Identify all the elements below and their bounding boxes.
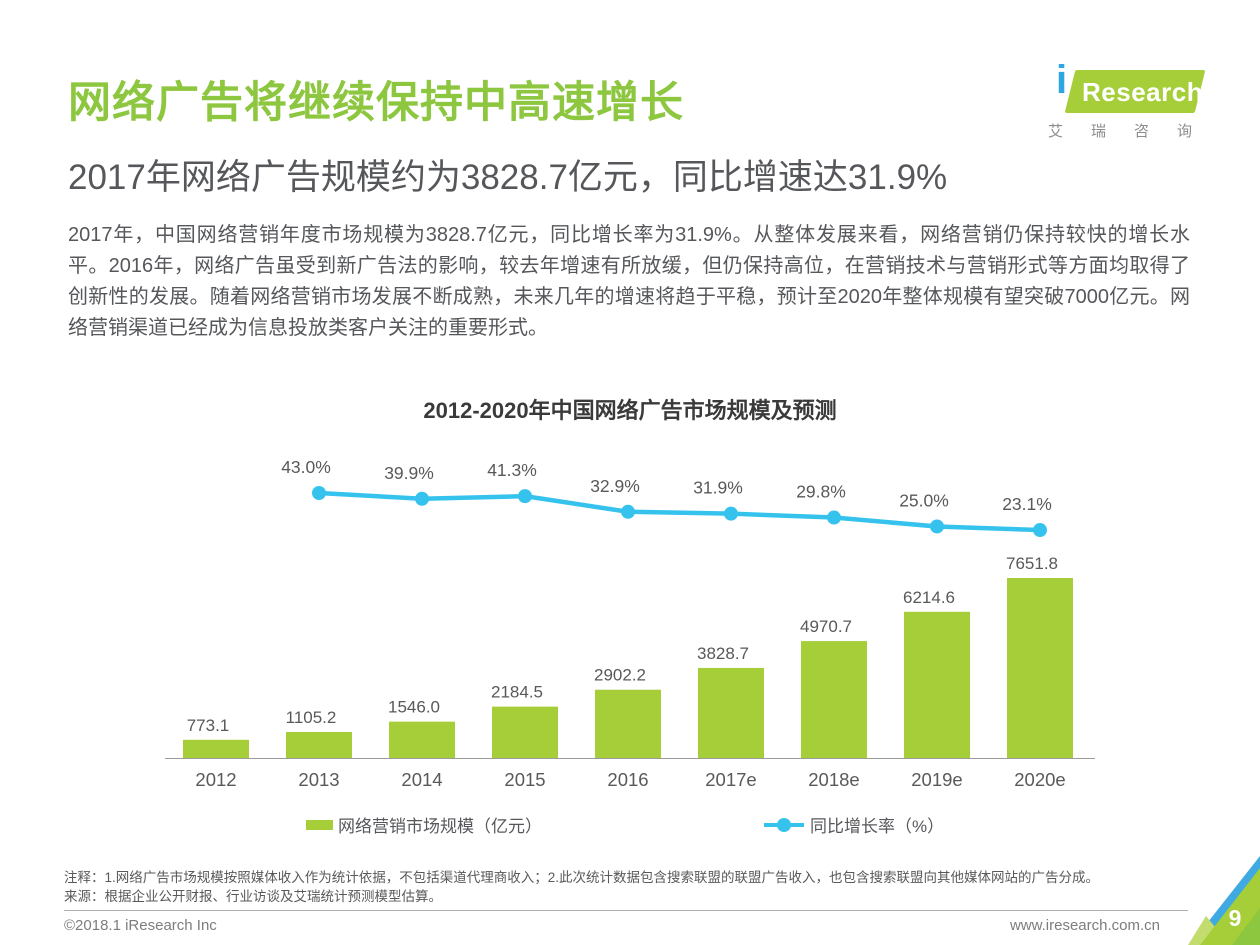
x-axis-label: 2017e: [705, 769, 756, 790]
bar-value-label: 2184.5: [491, 683, 543, 702]
bar-value-label: 6214.6: [903, 588, 955, 607]
bar: [286, 732, 352, 758]
bar: [801, 641, 867, 758]
bar: [698, 667, 764, 758]
x-axis-label: 2019e: [911, 769, 962, 790]
footnote-source: 来源：根据企业公开财报、行业访谈及艾瑞统计预测模型估算。: [64, 889, 442, 904]
growth-value-label: 32.9%: [590, 476, 640, 496]
line-legend-dot: [777, 817, 791, 832]
x-axis-label: 2020e: [1014, 769, 1065, 790]
x-axis-label: 2014: [401, 769, 442, 790]
line-point: [518, 489, 532, 504]
bar-line-chart: 773.1 1105.2 1546.0 2184.5 2902.2 3828.7 4970.…: [165, 457, 1095, 790]
summary-paragraph: 2017年，中国网络营销年度市场规模为3828.7亿元，同比增长率为31.9%。…: [68, 224, 1190, 339]
page-number: 9: [1229, 905, 1242, 931]
bar-value-label: 1105.2: [286, 708, 337, 727]
line-point: [621, 504, 635, 519]
bar-legend-label: 网络营销市场规模（亿元）: [338, 817, 542, 836]
chart-title: 2012-2020年中国网络广告市场规模及预测: [423, 398, 837, 423]
bar: [1007, 578, 1073, 758]
bar: [183, 739, 249, 758]
x-axis-label: 2016: [607, 769, 648, 790]
logo-chinese-name: 艾瑞咨询: [1048, 123, 1221, 140]
legend-item-market-size: 网络营销市场规模（亿元）: [306, 812, 542, 837]
footer-website-link[interactable]: www.iresearch.com.cn: [1009, 917, 1160, 934]
growth-value-label: 41.3%: [487, 460, 537, 480]
growth-value-label: 25.0%: [899, 490, 949, 510]
line-point: [312, 486, 326, 500]
line-point: [930, 519, 944, 534]
x-axis-label: 2018e: [808, 769, 859, 790]
line-point: [724, 506, 738, 521]
footer-copyright: ©2018.1 iResearch Inc: [64, 917, 217, 934]
corner-blue-triangle: [1208, 856, 1260, 936]
footnote-note: 注释：1.网络广告市场规模按照媒体收入作为统计依据，不包括渠道代理商收入；2.此…: [64, 870, 1100, 885]
x-axis-label: 2015: [504, 769, 545, 790]
line-legend-marker: [764, 817, 804, 832]
line-point: [1033, 523, 1047, 538]
page-subtitle: 2017年网络广告规模约为3828.7亿元，同比增速达31.9%: [68, 158, 948, 197]
growth-line: [316, 490, 1043, 533]
line-point: [827, 510, 841, 525]
logo-i-mark: i: [1056, 58, 1068, 102]
bar-value-label: 1546.0: [388, 698, 440, 717]
bar: [492, 706, 558, 758]
bar: [904, 611, 970, 758]
iresearch-logo: i Research 艾瑞咨询: [1040, 58, 1210, 142]
bar-value-label: 7651.8: [1006, 554, 1058, 573]
page-title: 网络广告将继续保持中高速增长: [68, 79, 684, 127]
bar: [595, 689, 661, 758]
growth-value-label: 23.1%: [1002, 494, 1052, 514]
bar-value-label: 773.1: [187, 716, 230, 735]
legend-item-growth-rate: 同比增长率（%）: [764, 812, 944, 837]
bar: [389, 721, 455, 758]
bar-legend-swatch: [306, 819, 333, 830]
bar-value-label: 2902.2: [594, 666, 646, 685]
bar-value-label: 3828.7: [697, 644, 749, 663]
line-legend-label: 同比增长率（%）: [810, 817, 945, 836]
growth-value-label: 39.9%: [384, 463, 434, 483]
corner-dark-green-triangle: [1232, 908, 1260, 945]
footer-divider: [64, 910, 1188, 911]
page-corner-decoration: 9: [1188, 856, 1260, 945]
line-point: [415, 491, 429, 506]
growth-value-label: 43.0%: [281, 457, 331, 477]
bar-value-label: 4970.7: [800, 617, 852, 636]
x-axis-label: 2012: [195, 769, 236, 790]
logo-brand-text: Research: [1082, 77, 1204, 107]
growth-value-label: 31.9%: [693, 478, 743, 498]
x-axis-label: 2013: [298, 769, 339, 790]
corner-main-green-triangle: [1200, 868, 1260, 945]
growth-value-label: 29.8%: [796, 482, 846, 502]
